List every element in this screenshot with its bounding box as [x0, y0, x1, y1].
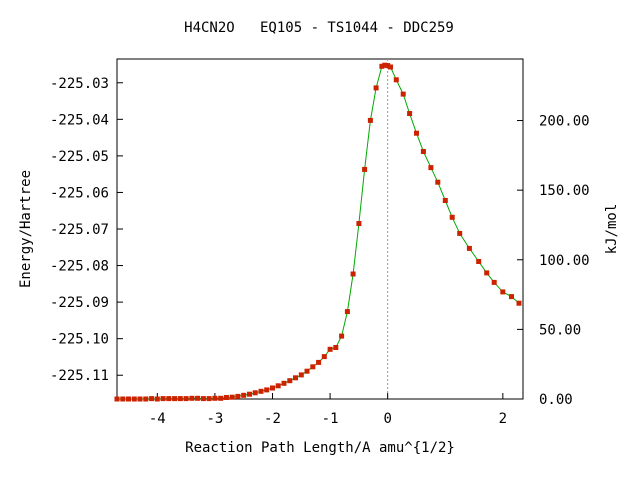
data-point	[500, 289, 506, 295]
x-axis-label: Reaction Path Length/A amu^{1/2}	[185, 440, 455, 456]
y2-tick-label: 200.00	[539, 114, 590, 130]
data-point	[339, 333, 345, 339]
x-tick-label: 2	[499, 411, 507, 427]
plot-frame	[116, 58, 524, 400]
data-point	[160, 396, 166, 402]
data-point	[414, 130, 419, 136]
x-axis-ticks: -4 -3 -2 -1 0 2	[149, 393, 507, 427]
x-tick-label: -1	[322, 411, 339, 427]
data-point	[362, 166, 368, 172]
data-point	[258, 388, 264, 394]
data-point	[154, 396, 160, 402]
data-point	[114, 396, 120, 402]
data-point	[385, 63, 391, 69]
x-tick-label: -3	[206, 411, 223, 427]
data-point	[137, 396, 143, 402]
y-axis-label: Energy/Hartree	[18, 170, 34, 288]
data-point	[393, 77, 399, 83]
data-point	[298, 372, 304, 378]
data-point	[327, 346, 333, 352]
data-point	[373, 85, 379, 91]
data-point	[442, 198, 448, 203]
data-point	[310, 364, 316, 370]
data-point	[252, 390, 258, 396]
data-point	[509, 294, 514, 300]
data-point	[131, 396, 137, 402]
data-point	[287, 378, 293, 384]
data-point	[321, 354, 327, 360]
y-tick-label: -225.03	[50, 76, 109, 92]
data-point	[516, 300, 522, 306]
data-point	[350, 271, 356, 277]
data-point	[206, 396, 212, 402]
data-point	[476, 259, 482, 264]
data-point	[388, 64, 393, 70]
data-point	[344, 309, 350, 315]
data-point	[356, 221, 362, 226]
y-axis-ticks: -225.03 -225.04 -225.05 -225.06 -225.07 -225.…	[50, 76, 123, 384]
y-tick-label: -225.06	[50, 185, 109, 201]
data-point	[281, 380, 287, 386]
x-tick-label: -2	[264, 411, 281, 427]
data-point	[270, 385, 275, 391]
data-point	[212, 395, 218, 401]
data-point	[183, 396, 189, 402]
data-point	[149, 396, 155, 402]
data-point	[435, 179, 441, 185]
data-point	[407, 111, 413, 116]
data-point	[120, 396, 126, 402]
data-point	[143, 396, 149, 402]
data-point	[189, 395, 195, 401]
y2-tick-label: 50.00	[539, 322, 581, 338]
data-point	[400, 91, 406, 97]
y-tick-label: -225.10	[50, 332, 109, 348]
y2-tick-label: 100.00	[539, 253, 590, 269]
data-point	[293, 375, 298, 381]
data-point	[172, 396, 178, 402]
y2-tick-label: 150.00	[539, 183, 590, 199]
x-tick-label: -4	[149, 411, 166, 427]
data-point	[229, 394, 235, 400]
y2-axis-label: kJ/mol	[604, 204, 620, 255]
y-tick-label: -225.05	[50, 149, 109, 165]
y2-tick-label: 0.00	[539, 392, 573, 408]
energy-points	[114, 62, 522, 402]
data-point	[177, 396, 183, 402]
data-point	[166, 396, 172, 402]
data-point	[235, 393, 241, 399]
data-point	[223, 395, 229, 400]
chart-title: H4CN2O EQ105 - TS1044 - DDC259	[184, 20, 454, 36]
data-point	[275, 383, 281, 389]
y-tick-label: -225.09	[50, 295, 109, 311]
x-tick-label: 0	[383, 411, 391, 427]
data-point	[428, 165, 434, 171]
data-point	[316, 359, 322, 365]
data-point	[367, 117, 373, 123]
data-point	[304, 368, 310, 374]
data-point	[218, 395, 224, 401]
data-point	[457, 230, 463, 236]
y2-axis-ticks: 0.00 50.00 100.00 150.00 200.00	[517, 114, 590, 408]
data-point	[195, 395, 201, 401]
data-point	[484, 270, 490, 276]
data-point	[466, 245, 472, 251]
data-point	[200, 396, 206, 402]
data-point	[449, 214, 455, 220]
y-tick-label: -225.11	[50, 368, 109, 384]
data-point	[379, 63, 385, 69]
y-tick-label: -225.04	[50, 112, 109, 128]
data-point	[491, 279, 497, 285]
data-point	[333, 345, 339, 350]
y-tick-label: -225.07	[50, 222, 109, 238]
data-point	[126, 396, 131, 402]
data-point	[241, 392, 247, 398]
data-point	[264, 387, 270, 393]
data-point	[382, 62, 388, 68]
y-tick-label: -225.08	[50, 259, 109, 275]
data-point	[247, 391, 252, 397]
data-point	[420, 149, 426, 154]
